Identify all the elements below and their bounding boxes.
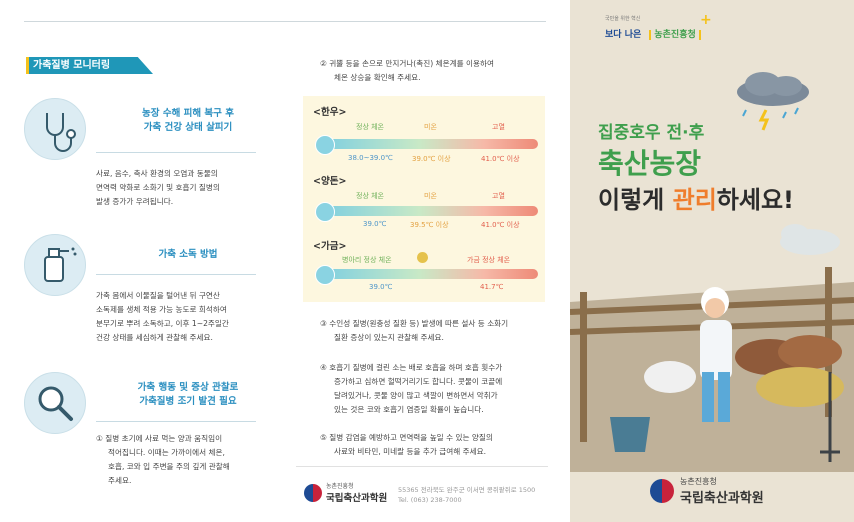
block2-body-line: 소독제를 생체 적용 가능 농도로 희석하여 xyxy=(96,305,227,314)
footer-org-small: 농촌진흥청 xyxy=(326,483,354,490)
cover-line3-post: 하세요! xyxy=(716,186,794,214)
block3-heading: 가축 행동 및 증상 관찰로 가축질병 조기 발견 필요 xyxy=(92,381,284,409)
block2-divider xyxy=(96,274,256,275)
chicken-icon xyxy=(315,265,335,285)
block3-body: ① 질병 초기에 사료 먹는 양과 움직임이 적어집니다. 이때는 가까이에서 … xyxy=(96,432,292,488)
temp-label: 정상 체온 xyxy=(356,192,384,200)
cover-line2: 축산농장 xyxy=(598,147,702,180)
temp-bar xyxy=(322,206,538,216)
cover-slogan: 국민을 위한 혁신 보다 나은 농촌진흥청 xyxy=(605,15,701,41)
block1-body-line: 발생 증가가 우려됩니다. xyxy=(96,197,174,206)
cover-agency: 농촌진흥청 xyxy=(649,30,701,40)
item5-line: 사료와 비타민, 미네랄 등을 추가 급여해 주세요. xyxy=(334,447,487,456)
cover-bottom-logo-icon xyxy=(650,479,674,503)
temp-value: 39.0℃ 이상 xyxy=(412,155,451,163)
section-title: 가축질병 모니터링 xyxy=(26,57,153,74)
temp-label: 정상 체온 xyxy=(356,123,384,131)
plus-icon: + xyxy=(700,12,712,28)
item4-text: ④ 호흡기 질병에 걸린 소는 배로 호흡을 하며 호흡 횟수가 증가하고 심하… xyxy=(320,361,552,417)
cover-line3: 이렇게 관리하세요! xyxy=(598,180,794,215)
temp-value: 39.0℃ xyxy=(369,283,393,291)
item4-line: ④ 호흡기 질병에 걸린 소는 배로 호흡을 하며 호흡 횟수가 xyxy=(320,363,503,372)
stethoscope-icon xyxy=(46,113,76,152)
block1-heading-line2: 가축 건강 상태 살피기 xyxy=(143,122,233,133)
item4-line: 달려있거나, 콧물 양이 많고 색깔이 변하면서 악취가 xyxy=(334,391,498,400)
block3-body-line: 적어집니다. 이때는 가까이에서 체온, xyxy=(108,448,225,457)
cover-slogan-text: 보다 나은 xyxy=(605,30,642,40)
item2-line: 체온 상승을 확인해 주세요. xyxy=(334,73,421,82)
temp-group-title: <한우> xyxy=(313,107,347,118)
block3-heading-line1: 가축 행동 및 증상 관찰로 xyxy=(137,382,239,393)
temp-value: 38.0~39.0℃ xyxy=(348,154,393,162)
farm-illustration xyxy=(570,224,854,472)
temp-label: 고열 xyxy=(492,123,505,131)
block2-heading: 가축 소독 방법 xyxy=(158,249,218,260)
top-divider xyxy=(24,21,546,22)
cover-bottom-name: 국립축산과학원 xyxy=(680,491,764,506)
block2-body-line: 건강 상태를 세심하게 관찰해 주세요. xyxy=(96,333,213,342)
item5-line: ⑤ 질병 감염을 예방하고 면역력을 높일 수 있는 양질의 xyxy=(320,433,493,442)
magnifier-illustration xyxy=(24,372,86,434)
footer-logo-icon xyxy=(304,484,322,502)
cover-line3-em: 관리 xyxy=(672,186,717,214)
block1-body: 사료, 음수, 축사 환경의 오염과 동물의 면역력 약화로 소화기 및 호흡기… xyxy=(96,167,286,209)
footer-contact: 55365 전라북도 완주군 이서면 콩쥐팥쥐로 1500 Tel. (063)… xyxy=(398,485,535,505)
item2-line: ② 귀뿔 등을 손으로 만지거나(촉진) 체온계를 이용하여 xyxy=(320,59,494,68)
temp-value: 39.0℃ xyxy=(363,220,387,228)
temp-group-title: <가금> xyxy=(313,241,347,252)
item5-text: ⑤ 질병 감염을 예방하고 면역력을 높일 수 있는 양질의 사료와 비타민, … xyxy=(320,431,552,459)
block2-body-line: 가축 몸에서 이물질을 털어낸 뒤 구연산 xyxy=(96,291,220,300)
block1-body-line: 사료, 음수, 축사 환경의 오염과 동물의 xyxy=(96,169,218,178)
block3-divider xyxy=(96,421,256,422)
block1-body-line: 면역력 약화로 소화기 및 호흡기 질병의 xyxy=(96,183,220,192)
footer-divider xyxy=(296,466,548,467)
temp-label: 고열 xyxy=(492,192,505,200)
temp-value: 41.0℃ 이상 xyxy=(481,221,520,229)
footer-org: 농촌진흥청 국립축산과학원 xyxy=(326,481,387,504)
temp-group-title: <양돈> xyxy=(313,176,347,187)
item3-line: ③ 수인성 질병(원충성 질환 등) 발생에 따른 설사 등 소화기 xyxy=(320,319,509,328)
rain-cloud-icon xyxy=(737,72,809,131)
cow-icon xyxy=(315,135,335,155)
temp-value: 41.7℃ xyxy=(480,283,504,291)
temp-label: 가금 정상 체온 xyxy=(467,256,511,264)
cover-slogan-small: 국민을 위한 혁신 xyxy=(605,16,641,22)
item4-line: 있는 것은 코와 호흡기 염증일 확률이 높습니다. xyxy=(334,405,484,414)
stethoscope-illustration xyxy=(24,98,86,160)
block1-heading: 농장 수해 피해 복구 후 가축 건강 상태 살피기 xyxy=(92,107,284,135)
block3-body-line: 주세요. xyxy=(108,476,132,485)
chick-icon xyxy=(417,252,428,263)
block3-body-line: ① 질병 초기에 사료 먹는 양과 움직임이 xyxy=(96,434,223,443)
sprayer-illustration xyxy=(24,234,86,296)
temp-value: 39.5℃ 이상 xyxy=(410,221,449,229)
sprayer-icon xyxy=(44,247,77,282)
block2-body-line: 분무기로 뿌려 소독하고, 이후 1~2주일간 xyxy=(96,319,229,328)
item4-line: 증가하고 심하면 헐떡거리기도 합니다. 콧물이 코끝에 xyxy=(334,377,503,386)
block1-divider xyxy=(96,152,256,153)
temp-label: 미온 xyxy=(424,192,437,200)
footer-org-name: 국립축산과학원 xyxy=(326,493,388,504)
cover-line3-pre: 이렇게 xyxy=(598,186,673,214)
temp-bar xyxy=(322,269,538,279)
footer-tel: Tel. (063) 238-7000 xyxy=(398,496,462,504)
footer-address: 55365 전라북도 완주군 이서면 콩쥐팥쥐로 1500 xyxy=(398,486,536,494)
block3-body-line: 호흡, 코와 입 주변을 주의 깊게 관찰해 xyxy=(108,462,230,471)
item2-text: ② 귀뿔 등을 손으로 만지거나(촉진) 체온계를 이용하여 체온 상승을 확인… xyxy=(320,57,546,85)
block2-body: 가축 몸에서 이물질을 털어낸 뒤 구연산 소독제를 생체 적용 가능 농도로 … xyxy=(96,289,292,345)
temp-value: 41.0℃ 이상 xyxy=(481,155,520,163)
block3-heading-line2: 가축질병 조기 발견 필요 xyxy=(139,396,237,407)
temp-label: 병아리 정상 체온 xyxy=(342,256,392,264)
temp-bar xyxy=(322,139,538,149)
temperature-panel xyxy=(303,96,545,302)
cover-line1: 집중호우 전·후 xyxy=(598,123,705,143)
pig-icon xyxy=(315,202,335,222)
magnifier-icon xyxy=(38,386,73,421)
cover-bottom-small: 농촌진흥청 xyxy=(680,477,717,486)
cover-bottom-org: 농촌진흥청 국립축산과학원 xyxy=(680,476,764,506)
block1-heading-line1: 농장 수해 피해 복구 후 xyxy=(142,108,234,119)
temp-label: 미온 xyxy=(424,123,437,131)
item3-line: 질환 증상이 있는지 관찰해 주세요. xyxy=(334,333,444,342)
item3-text: ③ 수인성 질병(원충성 질환 등) 발생에 따른 설사 등 소화기 질환 증상… xyxy=(320,317,552,345)
